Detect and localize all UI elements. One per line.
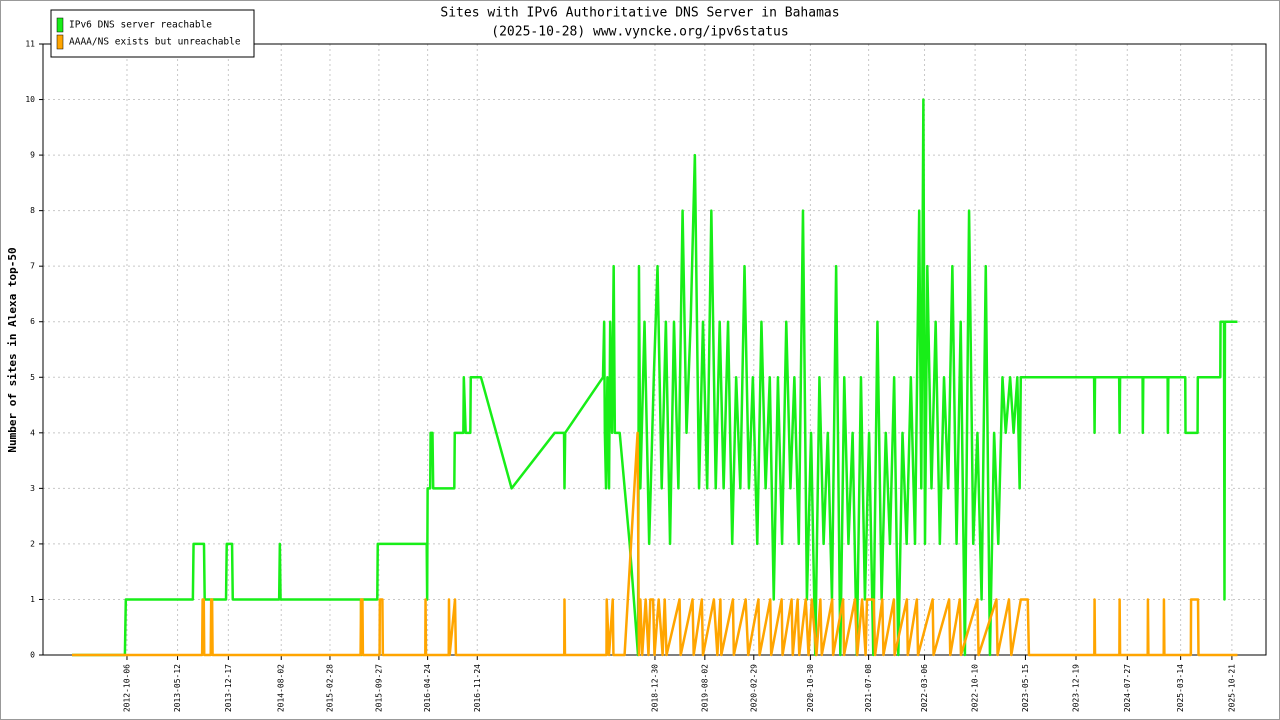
- x-tick-label: 2015-02-28: [325, 664, 334, 712]
- x-tick-label: 2023-05-15: [1021, 664, 1030, 712]
- y-tick-label: 10: [25, 95, 35, 104]
- x-tick-label: 2022-03-06: [920, 664, 929, 712]
- x-tick-label: 2020-10-30: [806, 664, 815, 712]
- x-tick-label: 2021-07-08: [864, 664, 873, 712]
- series-line: [72, 98, 1238, 657]
- y-tick-label: 8: [30, 206, 35, 215]
- x-tick-label: 2013-05-12: [173, 664, 182, 712]
- x-tick-label: 2019-08-02: [700, 664, 709, 712]
- x-tick-label: 2018-12-30: [650, 664, 659, 712]
- x-tick-label: 2025-03-14: [1176, 664, 1185, 712]
- x-tick-label: 2022-10-10: [971, 664, 980, 712]
- legend-label: AAAA/NS exists but unreachable: [69, 37, 241, 48]
- x-tick-label: 2012-10-06: [122, 664, 131, 712]
- series-line: [72, 431, 1238, 657]
- y-tick-label: 5: [30, 373, 35, 382]
- x-tick-label: 2015-09-27: [374, 664, 383, 712]
- y-tick-label: 11: [25, 40, 35, 49]
- x-tick-label: 2016-04-24: [423, 664, 432, 712]
- chart-subtitle: (2025-10-28) www.vyncke.org/ipv6status: [491, 25, 788, 40]
- y-tick-label: 1: [30, 595, 35, 604]
- x-tick-label: 2016-11-24: [473, 664, 482, 712]
- legend-box: [50, 9, 255, 58]
- y-tick-label: 7: [30, 262, 35, 271]
- y-axis-label: Number of sites in Alexa top-50: [6, 247, 19, 452]
- chart-title: Sites with IPv6 Authoritative DNS Server…: [440, 6, 839, 21]
- y-tick-label: 4: [30, 428, 35, 437]
- x-tick-label: 2025-10-21: [1227, 664, 1236, 712]
- y-tick-label: 6: [30, 317, 35, 326]
- x-tick-label: 2023-12-19: [1072, 664, 1081, 712]
- y-tick-label: 2: [30, 539, 35, 548]
- legend-label: IPv6 DNS server reachable: [69, 20, 212, 31]
- x-tick-label: 2020-02-29: [749, 664, 758, 712]
- x-tick-label: 2013-12-17: [224, 664, 233, 712]
- x-tick-label: 2014-08-02: [277, 664, 286, 712]
- y-tick-label: 3: [30, 484, 35, 493]
- y-tick-label: 0: [30, 651, 35, 660]
- legend-swatch: [56, 17, 64, 33]
- y-tick-label: 9: [30, 151, 35, 160]
- legend-swatch: [56, 34, 64, 50]
- x-tick-label: 2024-07-27: [1123, 664, 1132, 712]
